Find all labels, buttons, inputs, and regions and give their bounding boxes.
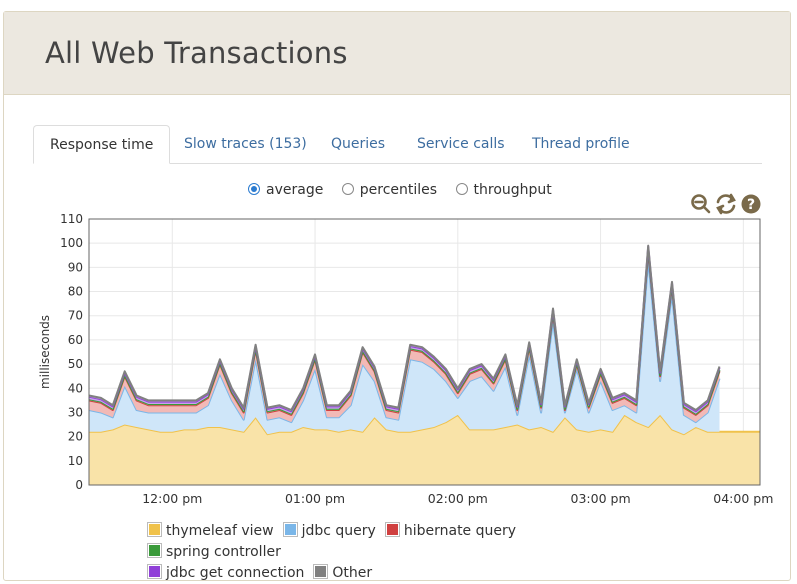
- legend-item-jdbc-get-connection[interactable]: jdbc get connection: [147, 563, 305, 584]
- tab-thread-profile[interactable]: Thread profile: [532, 136, 630, 152]
- y-tick-label: 10: [68, 454, 83, 468]
- series-area-hibernate-query: [89, 250, 720, 423]
- refresh-icon[interactable]: [716, 193, 736, 215]
- legend-label: jdbc query: [301, 523, 376, 539]
- zoom-out-icon[interactable]: [691, 194, 711, 214]
- legend-item-other[interactable]: Other: [313, 563, 373, 584]
- radio-average[interactable]: [248, 183, 260, 195]
- y-tick-label: 20: [68, 430, 83, 444]
- response-time-chart: 0 10 20 30 40 50 60 70 80 90 100 110 12:00 pm 01:00 p…: [38, 212, 773, 506]
- legend-item-thymeleaf-view[interactable]: thymeleaf view: [147, 521, 274, 542]
- radio-throughput[interactable]: [455, 183, 468, 195]
- option-throughput-label: throughput: [473, 182, 552, 198]
- legend-label: thymeleaf view: [166, 523, 274, 539]
- x-tick-label: 01:00 pm: [285, 491, 345, 506]
- option-average-label: average: [266, 182, 324, 198]
- legend-swatch: [147, 564, 162, 579]
- legend-item-hibernate-query[interactable]: hibernate query: [384, 521, 517, 542]
- y-tick-label: 30: [68, 405, 83, 419]
- page-title: All Web Transactions: [45, 36, 348, 70]
- tab-slow-traces[interactable]: Slow traces (153): [184, 136, 307, 152]
- x-tick-label: 12:00 pm: [142, 491, 202, 506]
- tab-response-time[interactable]: Response time: [33, 125, 171, 164]
- legend-label: spring controller: [166, 544, 281, 560]
- tab-service-calls[interactable]: Service calls: [417, 136, 505, 152]
- x-tick-label: 02:00 pm: [428, 491, 488, 506]
- y-tick-label: 80: [68, 285, 83, 299]
- series-area-thymeleaf-view: [89, 414, 760, 485]
- y-tick-label: 0: [75, 478, 83, 492]
- svg-text:?: ?: [747, 197, 755, 213]
- legend-swatch: [313, 564, 329, 579]
- legend-item-spring-controller[interactable]: spring controller: [147, 542, 281, 563]
- y-tick-label: 90: [68, 260, 83, 274]
- radio-percentiles[interactable]: [341, 183, 354, 195]
- legend-label: jdbc get connection: [166, 565, 305, 581]
- legend-label: hibernate query: [403, 523, 517, 539]
- plot-border: [88, 218, 761, 486]
- chart-toolbar: ?: [690, 192, 762, 220]
- option-average[interactable]: average: [248, 182, 323, 198]
- help-icon[interactable]: ?: [741, 194, 761, 214]
- option-percentiles[interactable]: percentiles: [341, 182, 438, 198]
- option-percentiles-label: percentiles: [359, 182, 438, 198]
- x-tick-label: 03:00 pm: [571, 491, 631, 506]
- chart-legend: thymeleaf view jdbc query hibernate query s…: [147, 521, 668, 584]
- y-tick-label: 50: [68, 357, 83, 371]
- legend-swatch: [282, 522, 298, 537]
- option-throughput[interactable]: throughput: [455, 182, 552, 198]
- legend-swatch: [147, 543, 162, 558]
- series-line-thymeleaf-view: [89, 413, 760, 436]
- y-tick-label: 70: [68, 309, 83, 323]
- series-line-other: [88, 244, 721, 411]
- panel-header: All Web Transactions: [4, 12, 790, 95]
- legend-swatch: [384, 522, 400, 537]
- y-tick-label: 110: [60, 212, 83, 226]
- legend-item-jdbc-query[interactable]: jdbc query: [282, 521, 376, 542]
- y-tick-label: 40: [68, 381, 83, 395]
- legend-swatch: [147, 522, 162, 537]
- y-tick-label: 100: [60, 236, 83, 250]
- y-tick-label: 60: [68, 333, 83, 347]
- x-tick-label: 04:00 pm: [713, 491, 773, 506]
- tab-queries[interactable]: Queries: [331, 136, 386, 152]
- legend-label: Other: [332, 565, 373, 581]
- tab-bar: Response time Slow traces (153) Queries …: [33, 125, 762, 164]
- view-options: average percentiles throughput: [248, 182, 566, 198]
- y-axis-label: milliseconds: [38, 315, 52, 389]
